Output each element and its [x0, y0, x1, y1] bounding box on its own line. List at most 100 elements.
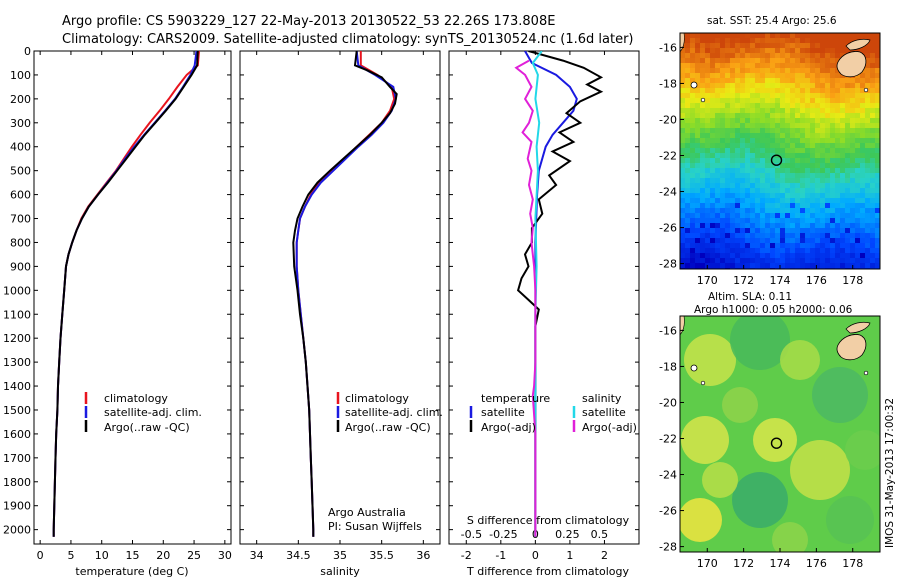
- sst-cell: [830, 68, 836, 74]
- sst-cell: [840, 48, 846, 54]
- sst-cell: [795, 48, 801, 54]
- sst-cell: [720, 153, 726, 159]
- sst-cell: [850, 228, 856, 234]
- sst-cell: [765, 63, 771, 69]
- sst-cell: [810, 138, 816, 144]
- sst-cell: [800, 238, 806, 244]
- sst-cell: [850, 243, 856, 249]
- sst-cell: [705, 58, 711, 64]
- sst-cell: [750, 43, 756, 49]
- sst-cell: [755, 253, 761, 259]
- sst-cell: [805, 73, 811, 79]
- salinity-xlabel: salinity: [320, 565, 360, 578]
- sst-cell: [715, 203, 721, 209]
- sst-cell: [680, 138, 686, 144]
- sst-cell: [710, 218, 716, 224]
- sst-cell: [760, 198, 766, 204]
- sst-cell: [700, 193, 706, 199]
- sst-cell: [825, 258, 831, 264]
- sst-cell: [810, 263, 816, 269]
- sst-cell: [745, 38, 751, 44]
- sla-anomaly-blob: [680, 498, 722, 542]
- sst-cell: [790, 103, 796, 109]
- sst-cell: [775, 218, 781, 224]
- depth-tick-label: 1300: [3, 356, 31, 369]
- sst-cell: [805, 198, 811, 204]
- sst-cell: [705, 238, 711, 244]
- sst-cell: [830, 233, 836, 239]
- sst-cell: [820, 43, 826, 49]
- sst-cell: [745, 58, 751, 64]
- s-difference-xlabel: S difference from climatology: [467, 514, 630, 527]
- sst-cell: [830, 218, 836, 224]
- sst-cell: [845, 163, 851, 169]
- sst-cell: [795, 143, 801, 149]
- sst-cell: [705, 123, 711, 129]
- sst-cell: [875, 53, 880, 59]
- sst-cell: [725, 233, 731, 239]
- sst-cell: [710, 148, 716, 154]
- sst-cell: [705, 113, 711, 119]
- sst-cell: [830, 103, 836, 109]
- sst-cell: [765, 33, 771, 39]
- sst-cell: [725, 148, 731, 154]
- sst-cell: [795, 173, 801, 179]
- depth-tick-label: 900: [10, 260, 31, 273]
- legend-climatology: climatology: [345, 392, 409, 405]
- sst-cell: [770, 188, 776, 194]
- sst-cell: [825, 193, 831, 199]
- sst-cell: [815, 83, 821, 89]
- sst-cell: [795, 163, 801, 169]
- sst-cell: [685, 183, 691, 189]
- sst-cell: [755, 133, 761, 139]
- sst-cell: [685, 78, 691, 84]
- sst-cell: [705, 118, 711, 124]
- sst-cell: [805, 118, 811, 124]
- sst-cell: [835, 203, 841, 209]
- sst-cell: [720, 228, 726, 234]
- sst-cell: [700, 118, 706, 124]
- sst-cell: [845, 233, 851, 239]
- sst-cell: [750, 38, 756, 44]
- salinity-axes-frame: [239, 50, 441, 545]
- sst-cell: [780, 218, 786, 224]
- sst-cell: [720, 238, 726, 244]
- sst-cell: [825, 58, 831, 64]
- sst-cell: [865, 153, 871, 159]
- sst-cell: [695, 78, 701, 84]
- sst-cell: [715, 43, 721, 49]
- sst-cell: [775, 113, 781, 119]
- sst-cell: [710, 178, 716, 184]
- sst-cell: [865, 158, 871, 164]
- sst-cell: [840, 108, 846, 114]
- sst-cell: [795, 128, 801, 134]
- sst-cell: [810, 53, 816, 59]
- sst-cell: [705, 93, 711, 99]
- sst-cell: [820, 148, 826, 154]
- sst-cell: [690, 228, 696, 234]
- sst-cell: [725, 213, 731, 219]
- sst-cell: [690, 138, 696, 144]
- sst-cell: [755, 33, 761, 39]
- sst-cell: [875, 203, 880, 209]
- sst-cell: [790, 93, 796, 99]
- sst-cell: [740, 143, 746, 149]
- sst-cell: [800, 88, 806, 94]
- sst-cell: [790, 243, 796, 249]
- sst-cell: [795, 38, 801, 44]
- sst-cell: [755, 78, 761, 84]
- sst-cell: [860, 138, 866, 144]
- sst-cell: [740, 83, 746, 89]
- sst-cell: [730, 43, 736, 49]
- sst-cell: [845, 198, 851, 204]
- sst-cell: [740, 243, 746, 249]
- sst-cell: [875, 163, 880, 169]
- sst-cell: [785, 113, 791, 119]
- series-line-t-satellite: [524, 51, 578, 537]
- sst-cell: [765, 108, 771, 114]
- sst-cell: [795, 108, 801, 114]
- sst-cell: [835, 233, 841, 239]
- sst-cell: [870, 118, 876, 124]
- sst-cell: [810, 208, 816, 214]
- sst-cell: [875, 208, 880, 214]
